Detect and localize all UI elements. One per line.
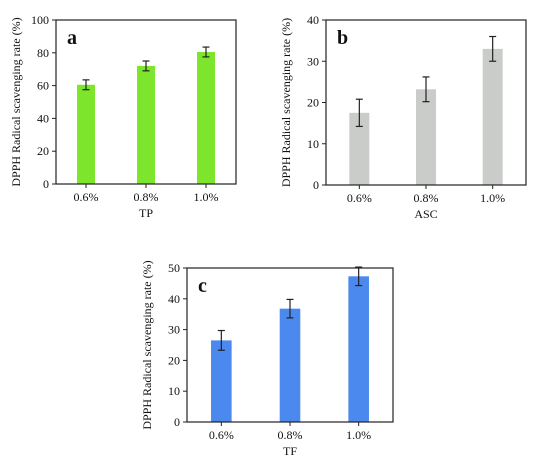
y-tick-label-a-1: 20 [37,144,49,158]
error-bar-a-2 [202,46,210,58]
y-tick-label-b-2: 20 [307,96,319,110]
y-axis-title-c: DPPH Radical scavenging rate (%) [140,260,154,429]
y-tick-label-a-4: 80 [37,46,49,60]
y-tick-label-a-3: 60 [37,79,49,93]
y-tick-label-c-1: 10 [168,384,180,398]
error-bar-c-2 [355,266,363,287]
y-tick-label-a-2: 40 [37,111,49,125]
error-bar-b-0 [355,98,363,128]
error-bar-b-2 [489,35,497,62]
x-axis-title-b: ASC [414,207,437,221]
error-bar-c-0 [217,329,225,351]
x-tick-label-c-2: 1.0% [346,428,371,442]
panel-b: 0 10 20 30 40 0.6% 0.8% 1.0% ASC DPPH Radical sca… [279,13,527,221]
x-tick-label-a-1: 0.8% [134,190,159,204]
x-tick-label-c-1: 0.8% [278,428,303,442]
y-tick-label-a-0: 0 [43,177,49,191]
error-bar-b-1 [422,76,430,103]
panel-a: 0 20 40 60 80 100 0.6% 0.8% 1.0% TP DPPH Radical s… [9,13,237,220]
y-tick-label-c-3: 30 [168,323,180,337]
x-axis-title-a: TP [139,206,153,220]
bar-a-2 [197,51,215,185]
x-tick-label-b-2: 1.0% [480,191,505,205]
bar-b-0 [349,112,370,185]
x-axis-title-c: TF [283,444,297,458]
bar-a-1 [137,65,155,184]
x-tick-label-a-2: 1.0% [194,190,219,204]
x-tick-label-b-0: 0.6% [347,191,372,205]
y-tick-label-b-0: 0 [313,178,319,192]
y-axis-title-b: DPPH Radical scavenging rate (%) [279,18,293,187]
bar-a-0 [77,84,95,184]
y-tick-label-b-1: 10 [307,137,319,151]
bar-b-1 [416,89,436,185]
bar-c-2 [348,276,369,422]
bar-b-2 [482,48,503,185]
x-tick-label-c-0: 0.6% [209,428,234,442]
bar-c-1 [279,308,301,422]
y-tick-label-a-5: 100 [31,13,49,27]
y-tick-label-b-3: 30 [307,54,319,68]
x-tick-label-b-1: 0.8% [414,191,439,205]
error-bar-c-1 [286,298,294,319]
y-axis-title-a: DPPH Radical scavenging rate (%) [9,17,23,186]
y-tick-label-c-5: 50 [168,261,180,275]
error-bar-a-0 [82,79,90,91]
y-tick-label-b-4: 40 [307,13,319,27]
panel-letter-c: c [198,275,207,297]
y-tick-label-c-0: 0 [174,415,180,429]
panel-c: 0 10 20 30 40 50 0.6% 0.8% 1.0% TF DPPH Radical sc… [140,260,394,458]
x-tick-label-a-0: 0.6% [74,190,99,204]
y-tick-label-c-4: 40 [168,292,180,306]
error-bar-a-1 [142,60,150,72]
panel-letter-b: b [337,27,348,49]
bar-c-0 [211,340,232,422]
y-tick-label-c-2: 20 [168,353,180,367]
panel-letter-a: a [67,27,77,49]
